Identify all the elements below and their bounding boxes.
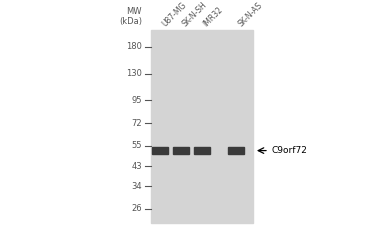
Text: 26: 26 [132, 204, 142, 213]
Text: C9orf72: C9orf72 [272, 146, 308, 155]
Bar [173, 147, 189, 154]
Text: SK-N-AS: SK-N-AS [236, 0, 264, 28]
Text: U87-MG: U87-MG [160, 0, 188, 28]
Text: 180: 180 [126, 42, 142, 51]
Bar [228, 147, 244, 154]
Text: 72: 72 [132, 119, 142, 128]
Text: 34: 34 [132, 182, 142, 190]
Text: MW
(kDa): MW (kDa) [119, 7, 142, 26]
Text: IMR32: IMR32 [202, 5, 225, 28]
Text: 95: 95 [132, 96, 142, 105]
Text: 130: 130 [126, 70, 142, 78]
Bar [152, 147, 168, 154]
Text: 55: 55 [132, 142, 142, 150]
Text: SK-N-SH: SK-N-SH [181, 0, 209, 28]
Text: 43: 43 [132, 162, 142, 171]
Bar [194, 147, 210, 154]
Bar [151, 30, 253, 222]
